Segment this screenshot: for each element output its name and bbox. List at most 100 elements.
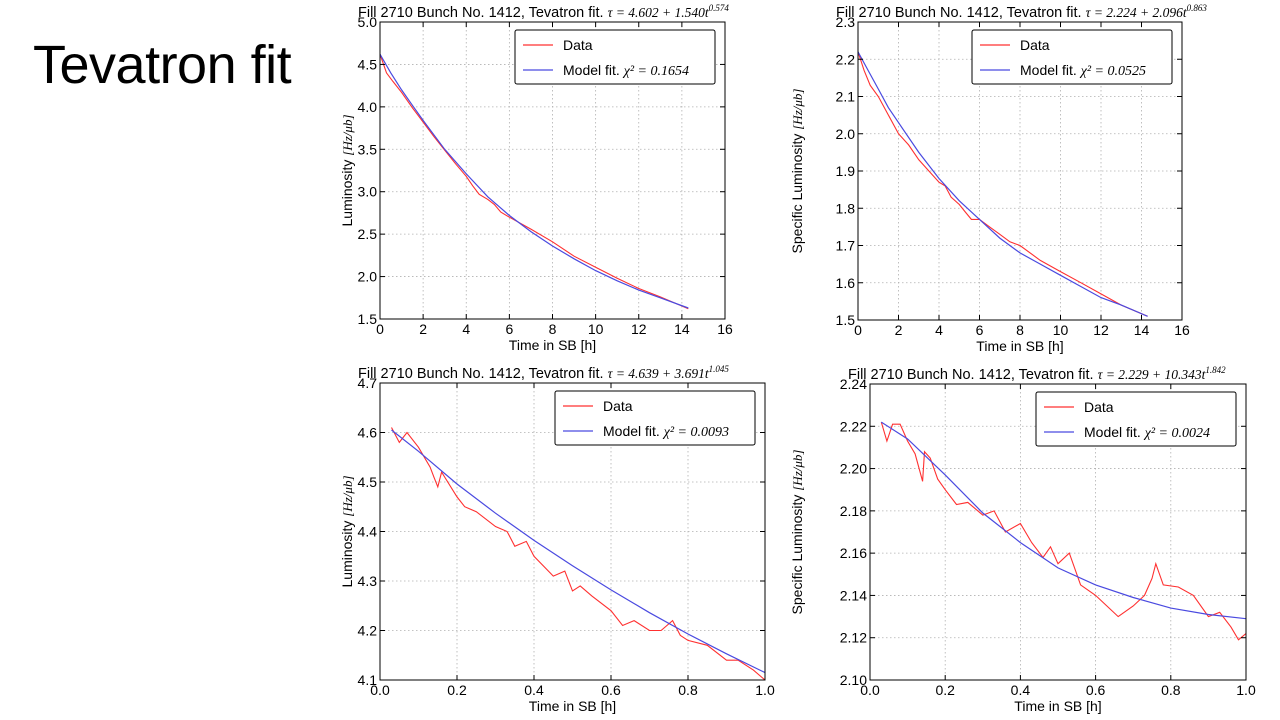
y-tick-label: 4.0 [358,99,378,115]
y-tick-label: 1.5 [836,312,856,328]
x-tick-label: 0.8 [1161,682,1181,698]
legend-box [971,29,1173,85]
y-tick-label: 2.22 [840,418,867,434]
plot-frame [869,383,1247,681]
legend-label-text: Model fit. [1020,62,1081,78]
x-tick-label: 2 [895,322,903,338]
legend-box [554,390,756,446]
series-model-fit-line [379,53,689,309]
chart-title-formula: τ = 2.229 + 10.343t [1098,367,1207,382]
slide-title: Tevatron fit [33,35,292,95]
x-axis-label: Time in SB [h] [509,337,596,353]
legend-box [1035,391,1237,447]
legend-label-data: Data [1084,399,1114,415]
y-tick-label: 2.16 [840,545,867,561]
x-tick-label: 6 [976,322,984,338]
legend-label-data: Data [603,398,633,414]
chart-title-exponent: 0.863 [1187,3,1208,13]
y-tick-label: 2.0 [836,126,856,142]
legend: Data Model fit. χ² = 0.0525 [971,29,1173,85]
y-tick-label: 5.0 [358,14,378,30]
chart-specific-luminosity-full: 0 2 4 6 8 10 12 14 16 1.5 1.6 1.7 1.8 1.9 2.0 2.1 2.2 2.3… [789,3,1208,354]
series-data-line [391,427,766,681]
legend-label-model-fit: Model fit. χ² = 0.1654 [563,62,689,79]
y-tick-label: 3.5 [358,141,378,157]
y-axis-label-text: Luminosity [339,156,355,227]
y-tick-label: 1.9 [836,163,856,179]
chart-title-text: Fill 2710 Bunch No. 1412, Tevatron fit. [848,367,1098,383]
x-tick-label: 12 [631,321,647,337]
y-tick-label: 1.5 [358,311,378,327]
y-tick-label: 3.0 [358,184,378,200]
legend-chi-squared: χ² = 0.0093 [662,425,729,440]
y-tick-label: 2.2 [836,51,856,67]
grid [858,22,1182,320]
legend-chi-squared: χ² = 0.0024 [1143,426,1210,441]
y-axis-label-unit: [Hz/μb] [790,450,805,491]
y-axis-label-unit: [Hz/μb] [340,475,355,516]
y-axis-label: Luminosity [Hz/μb] [339,114,355,226]
x-tick-label: 0.4 [524,682,544,698]
y-tick-label: 4.1 [358,672,378,688]
legend-label-text: Data [563,37,593,53]
y-axis-label: Luminosity [Hz/μb] [339,475,355,587]
y-tick-label: 4.7 [358,375,378,391]
x-tick-label: 14 [674,321,690,337]
y-tick-label: 2.24 [840,376,867,392]
x-tick-label: 1.0 [1236,682,1256,698]
x-tick-label: 0.2 [935,682,955,698]
y-tick-label: 1.6 [836,275,856,291]
x-tick-label: 12 [1093,322,1109,338]
y-tick-label: 2.0 [358,269,378,285]
x-tick-label: 1.0 [755,682,775,698]
y-tick-label: 2.12 [840,630,867,646]
series-model-fit-line [857,51,1148,317]
legend: Data Model fit. χ² = 0.0024 [1035,391,1237,447]
chart-title-formula: τ = 2.224 + 2.096t [1086,5,1188,20]
chart-title-text: Fill 2710 Bunch No. 1412, Tevatron fit. [358,5,608,21]
series-model-fit-line [391,429,766,674]
y-tick-label: 2.3 [836,14,856,30]
legend-label-text: Model fit. [603,423,664,439]
legend-label-model-fit: Model fit. χ² = 0.0525 [1020,62,1146,79]
chart-title: Fill 2710 Bunch No. 1412, Tevatron fit. … [358,364,729,382]
x-tick-label: 0.8 [678,682,698,698]
y-tick-label: 4.6 [358,425,378,441]
x-tick-label: 2 [419,321,427,337]
x-tick-label: 0.6 [1086,682,1106,698]
x-axis-label: Time in SB [h] [1014,698,1101,714]
x-tick-label: 0.0 [860,682,880,698]
legend-label-data: Data [1020,37,1050,53]
y-tick-label: 4.5 [358,474,378,490]
y-tick-label: 2.14 [840,587,867,603]
x-tick-label: 10 [1053,322,1069,338]
y-axis-label: Specific Luminosity [Hz/μb] [789,89,805,254]
chart-title-text: Fill 2710 Bunch No. 1412, Tevatron fit. [358,366,608,382]
y-axis-label: Specific Luminosity [Hz/μb] [789,450,805,615]
legend-label-text: Data [1020,37,1050,53]
y-tick-label: 1.8 [836,200,856,216]
x-tick-label: 8 [549,321,557,337]
x-tick-label: 8 [1016,322,1024,338]
chart-luminosity-full: 0 2 4 6 8 10 12 14 16 1.5 2.0 2.5 3.0 3.5 4.0 4.5 5.0 Tim… [339,3,733,353]
legend-label-text: Data [1084,399,1114,415]
legend-label-data: Data [563,37,593,53]
x-tick-label: 0.4 [1011,682,1031,698]
legend-label-model-fit: Model fit. χ² = 0.0024 [1084,424,1210,441]
x-tick-label: 0.0 [370,682,390,698]
chart-title: Fill 2710 Bunch No. 1412, Tevatron fit. … [848,365,1226,383]
y-axis-label-text: Specific Luminosity [789,491,805,615]
x-tick-label: 0.2 [447,682,467,698]
chart-title: Fill 2710 Bunch No. 1412, Tevatron fit. … [358,3,729,21]
y-tick-label: 2.20 [840,461,867,477]
y-tick-label: 2.18 [840,503,867,519]
y-axis-label-text: Specific Luminosity [789,130,805,254]
legend-label-text: Data [603,398,633,414]
x-tick-label: 10 [588,321,604,337]
y-axis-label-text: Luminosity [339,517,355,588]
legend-label-model-fit: Model fit. χ² = 0.0093 [603,423,729,440]
y-tick-label: 2.5 [358,226,378,242]
x-axis-label: Time in SB [h] [976,338,1063,354]
y-axis-label-unit: [Hz/μb] [790,89,805,130]
series-data-line [857,51,1148,317]
